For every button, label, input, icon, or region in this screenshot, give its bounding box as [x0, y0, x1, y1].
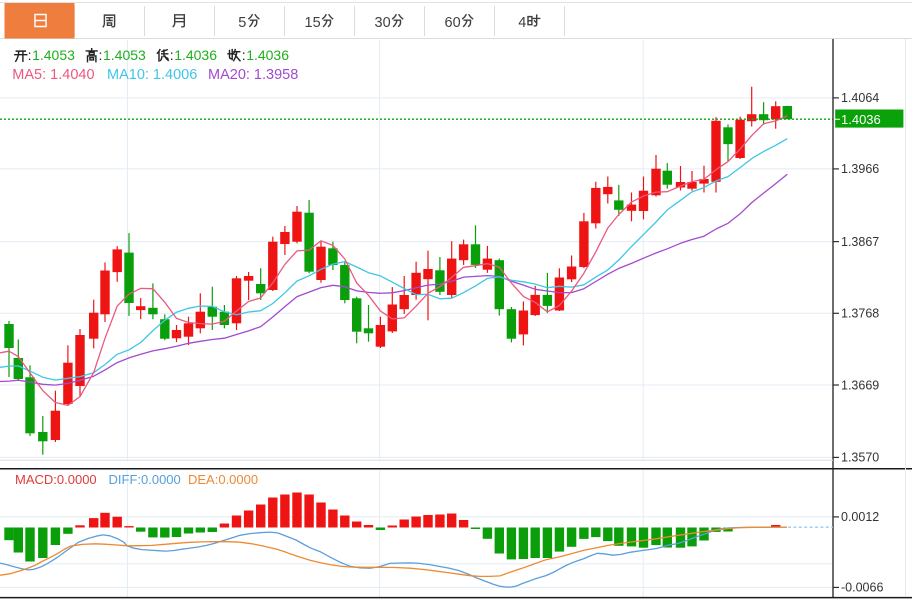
- svg-text:1.3669: 1.3669: [841, 378, 879, 392]
- svg-text:DIFF:0.0000: DIFF:0.0000: [109, 472, 181, 487]
- svg-text:1.3570: 1.3570: [841, 451, 879, 465]
- svg-text:-0.0066: -0.0066: [841, 581, 883, 595]
- svg-text:4: 4: [518, 15, 526, 31]
- svg-text:1.4064: 1.4064: [841, 91, 879, 105]
- svg-text:30: 30: [375, 15, 391, 31]
- svg-text:1.4053: 1.4053: [103, 47, 146, 63]
- svg-text:15: 15: [305, 15, 321, 31]
- svg-text::: :: [99, 47, 103, 63]
- svg-text:MACD:0.0000: MACD:0.0000: [15, 472, 97, 487]
- svg-text:1.4053: 1.4053: [32, 47, 75, 63]
- svg-text::: :: [242, 47, 246, 63]
- svg-text:1.3966: 1.3966: [841, 162, 879, 176]
- svg-text:1.3768: 1.3768: [841, 307, 879, 321]
- svg-text::: :: [170, 47, 174, 63]
- svg-text:MA10: 1.4006: MA10: 1.4006: [107, 67, 197, 83]
- svg-text:0.0012: 0.0012: [841, 510, 879, 524]
- svg-text:MA20: 1.3958: MA20: 1.3958: [208, 67, 298, 83]
- svg-text:1.4036: 1.4036: [841, 112, 881, 127]
- svg-text:1.3867: 1.3867: [841, 235, 879, 249]
- svg-text::: :: [28, 47, 32, 63]
- svg-text:5: 5: [238, 15, 246, 31]
- svg-text:60: 60: [445, 15, 461, 31]
- svg-text:1.4036: 1.4036: [246, 47, 289, 63]
- svg-text:1.4036: 1.4036: [174, 47, 217, 63]
- svg-text:MA5: 1.4040: MA5: 1.4040: [12, 67, 94, 83]
- svg-text:DEA:0.0000: DEA:0.0000: [188, 472, 258, 487]
